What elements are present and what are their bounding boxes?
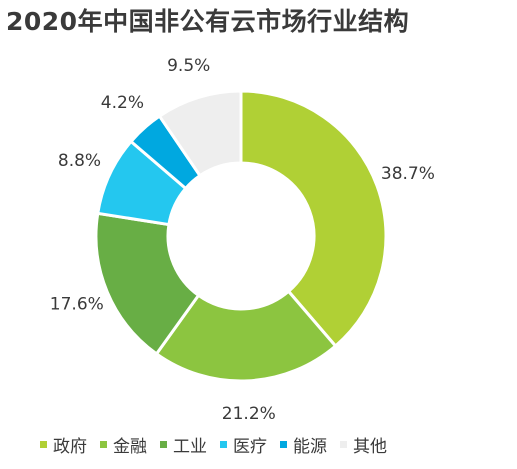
legend-marker bbox=[340, 441, 347, 448]
legend-label: 政府 bbox=[53, 437, 87, 457]
legend-label: 金融 bbox=[113, 437, 147, 457]
legend-item-3: 工业 bbox=[160, 432, 207, 457]
legend-label: 工业 bbox=[173, 437, 207, 457]
legend-item-6: 其他 bbox=[340, 432, 387, 457]
legend-item-1: 政府 bbox=[40, 432, 87, 457]
legend-item-4: 医疗 bbox=[220, 432, 267, 457]
legend-marker bbox=[40, 441, 47, 448]
donut-slice-2 bbox=[154, 289, 338, 383]
slice-value-label-3: 17.6% bbox=[50, 295, 104, 315]
legend-item-2: 金融 bbox=[100, 432, 147, 457]
donut-slice-1 bbox=[239, 89, 388, 349]
chart-legend: 政府 金融 工业 医疗 能源 其他 bbox=[40, 432, 400, 457]
slice-value-label-1: 38.7% bbox=[381, 164, 435, 184]
legend-label: 能源 bbox=[293, 437, 327, 457]
legend-marker bbox=[100, 441, 107, 448]
donut-slice-6 bbox=[157, 89, 243, 178]
legend-item-5: 能源 bbox=[280, 432, 327, 457]
slice-value-label-2: 21.2% bbox=[222, 404, 276, 424]
legend-label: 医疗 bbox=[233, 437, 267, 457]
slice-value-label-6: 9.5% bbox=[167, 56, 210, 76]
legend-marker bbox=[280, 441, 287, 448]
slice-value-label-5: 4.2% bbox=[101, 93, 144, 113]
legend-marker bbox=[220, 441, 227, 448]
slice-value-label-4: 8.8% bbox=[58, 151, 101, 171]
legend-marker bbox=[160, 441, 167, 448]
legend-label: 其他 bbox=[353, 437, 387, 457]
chart-title: 2020年中国非公有云市场行业结构 bbox=[6, 7, 410, 36]
